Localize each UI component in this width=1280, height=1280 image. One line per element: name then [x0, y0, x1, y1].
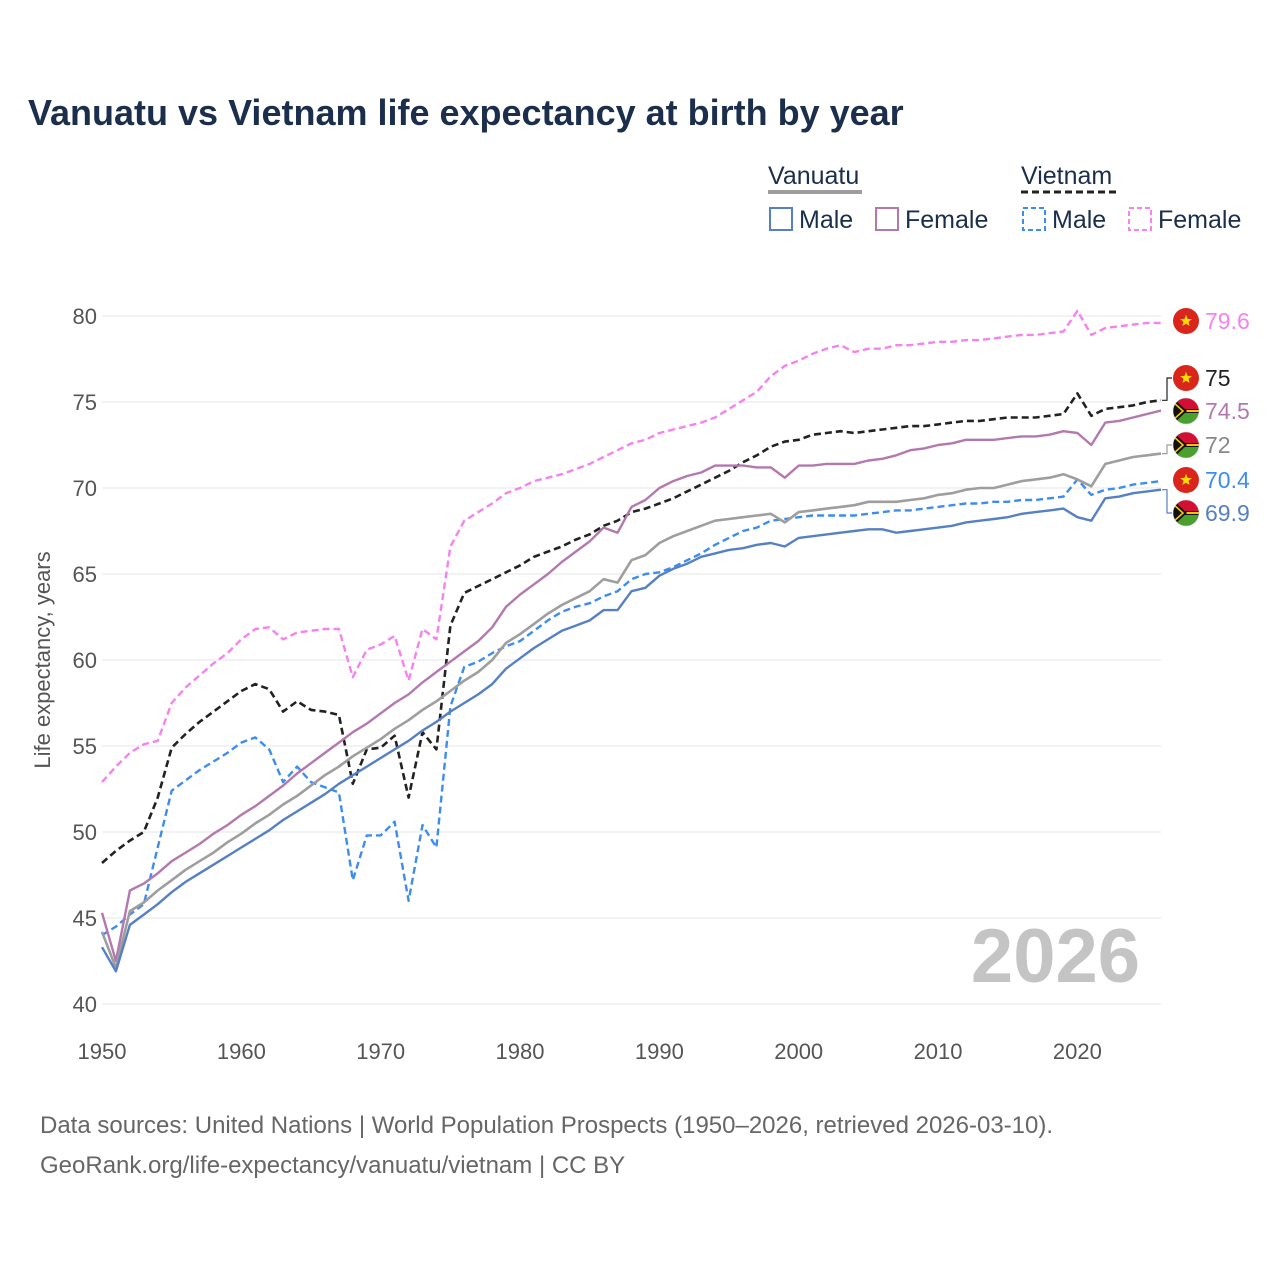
series-line-vanuatu_male	[100, 488, 1162, 973]
series-line-vietnam_male	[101, 478, 1162, 937]
flag-vietnam-icon	[1173, 365, 1199, 391]
end-connector-vanuatu_total	[1162, 444, 1172, 455]
legend-vietnam-male-swatch	[1022, 207, 1046, 231]
source-line-2: GeoRank.org/life-expectancy/vanuatu/viet…	[40, 1152, 626, 1179]
series-line-vietnam_female	[101, 309, 1161, 783]
y-tick-label: 60	[73, 648, 97, 673]
legend-country-vanuatu: Vanuatu	[768, 162, 859, 190]
x-axis-ticks: 1950 1960 1970 1980 1990 2000 2010 2020	[78, 1039, 1102, 1064]
y-tick-label: 75	[73, 390, 97, 415]
legend-vanuatu-male-label: Male	[799, 206, 853, 234]
end-labels: 79.6 75 70.4 74.5 72 69.9	[1162, 308, 1250, 527]
flag-vanuatu-icon	[1172, 431, 1200, 459]
y-tick-label: 40	[73, 992, 97, 1017]
end-connector-vietnam_total	[1162, 377, 1172, 401]
y-tick-label: 55	[73, 734, 97, 759]
legend-country-vietnam: Vietnam	[1021, 162, 1112, 190]
y-tick-label: 50	[73, 820, 97, 845]
flag-vanuatu-icon	[1172, 397, 1200, 425]
legend-vanuatu-female-label: Female	[905, 206, 988, 234]
y-axis-label: Life expectancy, years	[30, 551, 55, 768]
x-tick-label: 2010	[914, 1039, 963, 1064]
x-tick-label: 1960	[217, 1039, 266, 1064]
chart-title: Vanuatu vs Vietnam life expectancy at bi…	[28, 92, 904, 133]
series-line-vietnam_total	[101, 392, 1162, 864]
y-tick-label: 45	[73, 906, 97, 931]
x-tick-label: 1950	[78, 1039, 127, 1064]
flag-vietnam-icon	[1173, 467, 1199, 493]
end-label-vanuatu_female: 74.5	[1205, 398, 1250, 424]
flag-vietnam-icon	[1173, 308, 1199, 334]
y-axis-ticks: 40 45 50 55 60 65 70 75 80	[73, 304, 97, 1017]
series-line-vanuatu_total	[100, 452, 1162, 970]
legend-vietnam-female-swatch	[1128, 207, 1152, 231]
data-source: Data sources: United Nations | World Pop…	[40, 1106, 1053, 1186]
end-label-vanuatu_male: 69.9	[1205, 500, 1250, 526]
legend-vietnam-female-label: Female	[1158, 206, 1241, 234]
legend: Vanuatu Vietnam Male Female Male Female	[768, 162, 1241, 234]
end-label-vietnam_total: 75	[1205, 365, 1231, 391]
end-connector-vanuatu_male	[1162, 489, 1172, 514]
x-tick-label: 2020	[1053, 1039, 1102, 1064]
end-label-vietnam_male: 70.4	[1205, 467, 1250, 493]
series-lines	[100, 309, 1162, 973]
y-tick-label: 65	[73, 562, 97, 587]
year-watermark: 2026	[971, 914, 1140, 999]
x-tick-label: 2000	[774, 1039, 823, 1064]
y-tick-label: 70	[73, 476, 97, 501]
legend-vanuatu-male-swatch	[769, 207, 793, 231]
legend-vietnam-male-label: Male	[1052, 206, 1106, 234]
x-tick-label: 1990	[635, 1039, 684, 1064]
end-label-vietnam_female: 79.6	[1205, 308, 1250, 334]
y-tick-label: 80	[73, 304, 97, 329]
legend-vanuatu-female-swatch	[875, 207, 899, 231]
series-line-vanuatu_female	[100, 409, 1162, 963]
gridlines	[102, 315, 1161, 1005]
x-tick-label: 1980	[496, 1039, 545, 1064]
source-line-1: Data sources: United Nations | World Pop…	[40, 1112, 1054, 1139]
flag-vanuatu-icon	[1172, 499, 1200, 527]
end-label-vanuatu_total: 72	[1205, 432, 1231, 458]
x-tick-label: 1970	[356, 1039, 405, 1064]
